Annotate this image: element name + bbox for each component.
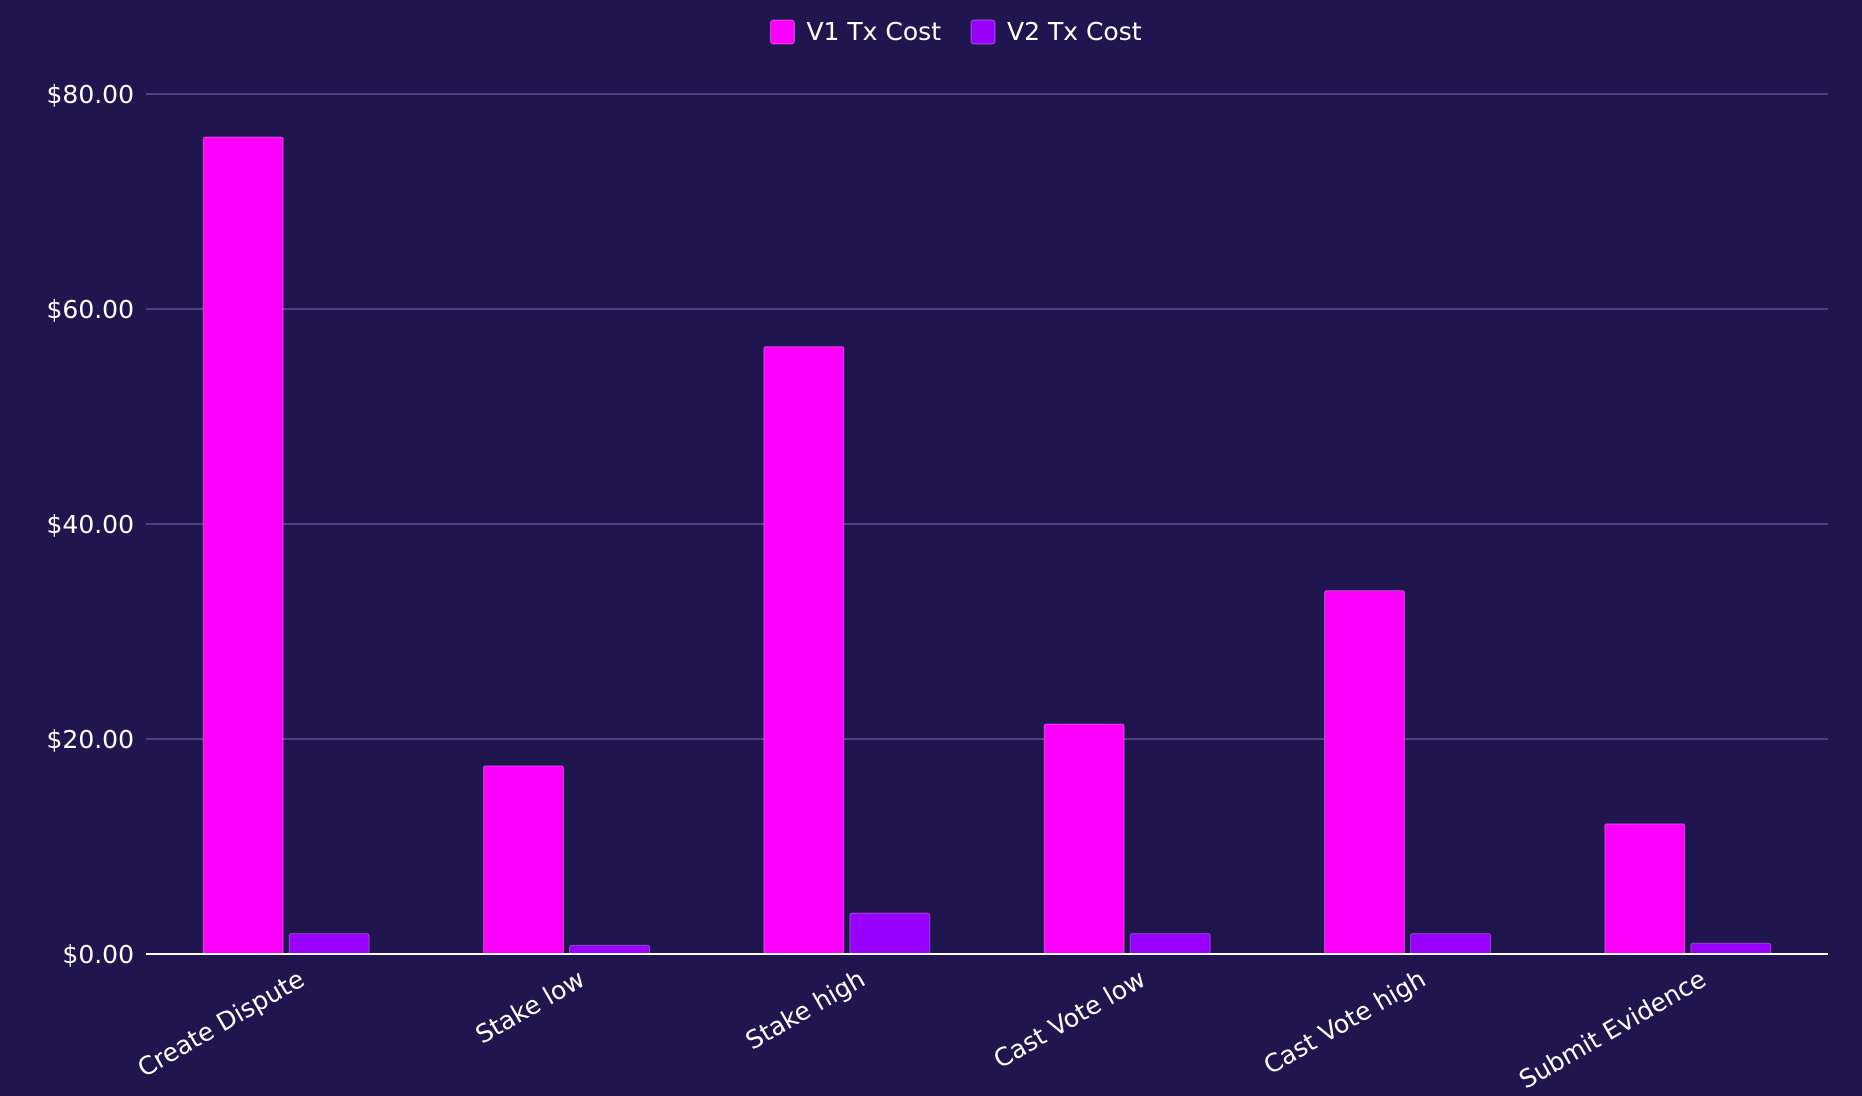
y-tick-label: $80.00	[47, 80, 134, 109]
x-tick-label: Cast Vote low	[989, 964, 1151, 1074]
x-tick-label: Create Dispute	[133, 964, 310, 1083]
grid-layer	[146, 93, 1828, 740]
y-tick-label: $0.00	[62, 940, 134, 969]
bar-v1-cast-vote-high[interactable]	[1324, 590, 1405, 955]
bar-v1-create-dispute[interactable]	[202, 136, 284, 955]
x-tick-label: Cast Vote high	[1259, 964, 1431, 1080]
legend[interactable]: V1 Tx Cost V2 Tx Cost	[769, 17, 1142, 46]
legend-swatch	[769, 19, 795, 45]
legend-swatch	[970, 19, 996, 45]
bars-layer	[202, 136, 1772, 955]
legend-label: V2 Tx Cost	[1007, 17, 1142, 46]
bar-v2-stake-low[interactable]	[569, 944, 650, 955]
bar-v1-cast-vote-low[interactable]	[1043, 723, 1125, 955]
bar-v2-submit-evidence[interactable]	[1690, 942, 1772, 955]
x-tick-label: Submit Evidence	[1514, 964, 1711, 1094]
x-tick-label: Stake high	[741, 964, 870, 1055]
y-tick-label: $40.00	[47, 510, 134, 539]
bar-v1-submit-evidence[interactable]	[1604, 823, 1686, 955]
bar-v1-stake-low[interactable]	[483, 765, 564, 955]
y-tick-label: $60.00	[47, 295, 134, 324]
x-tick-label: Stake low	[471, 964, 590, 1049]
legend-item-v2[interactable]: V2 Tx Cost	[970, 17, 1142, 46]
bar-v2-cast-vote-low[interactable]	[1129, 933, 1211, 955]
bar-v1-stake-high[interactable]	[763, 346, 845, 955]
legend-label: V1 Tx Cost	[806, 17, 941, 46]
bar-v2-stake-high[interactable]	[849, 912, 931, 955]
bar-v2-cast-vote-high[interactable]	[1410, 933, 1491, 955]
bar-v2-create-dispute[interactable]	[288, 933, 370, 955]
y-tick-label: $20.00	[47, 725, 134, 754]
legend-item-v1[interactable]: V1 Tx Cost	[769, 17, 941, 46]
